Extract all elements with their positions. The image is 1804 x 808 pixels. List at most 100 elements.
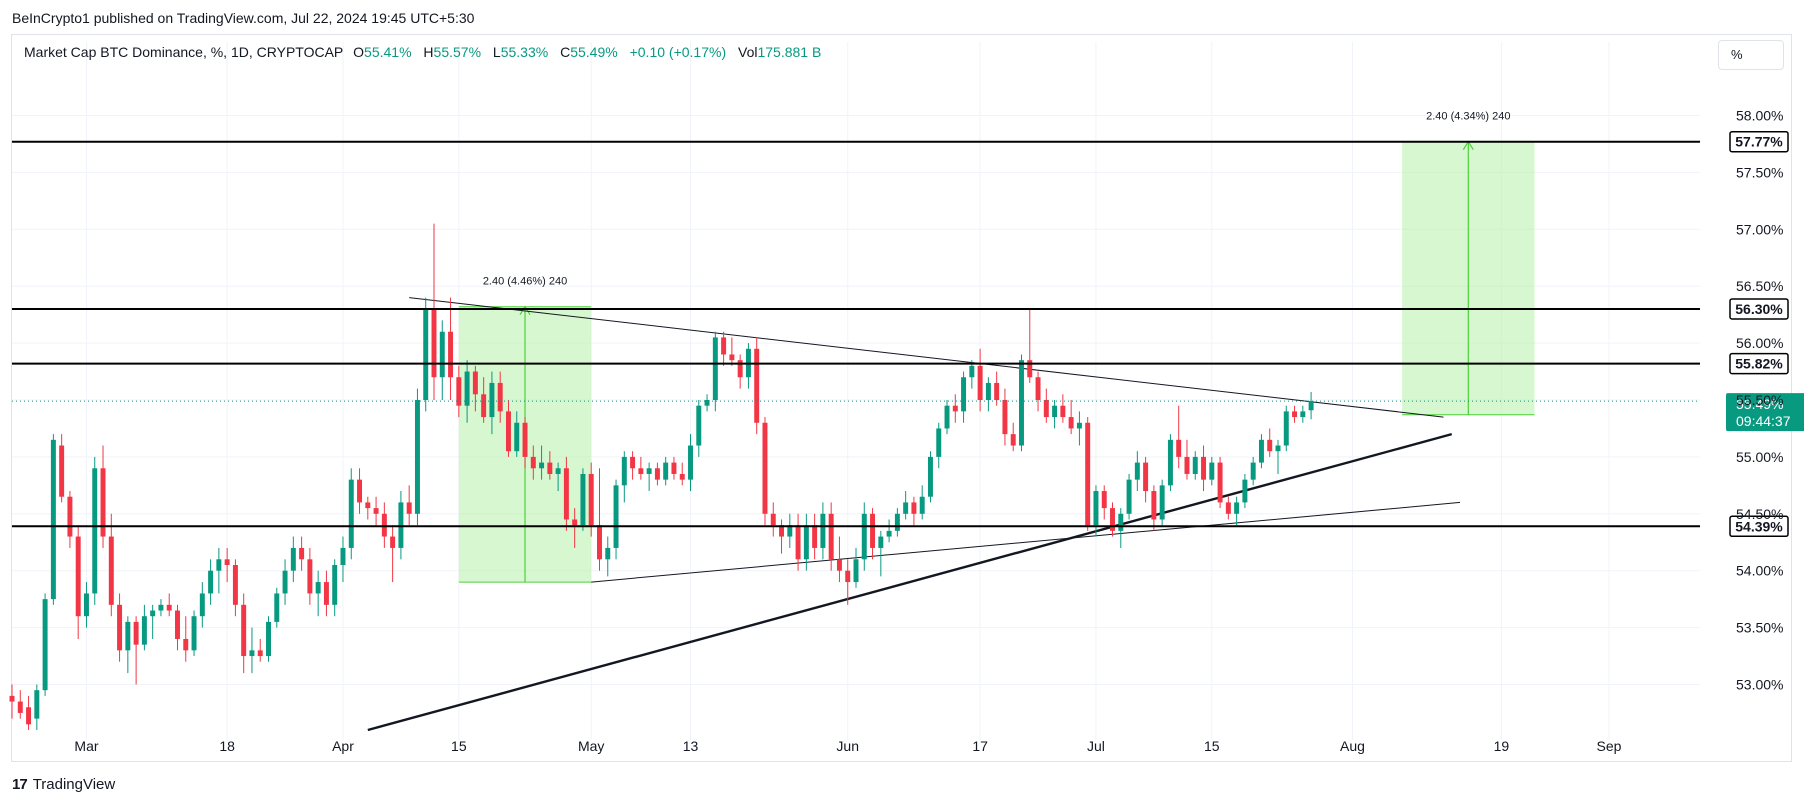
candles xyxy=(9,223,1314,730)
candle-body xyxy=(836,559,842,571)
open-value: 55.41% xyxy=(364,44,412,60)
candle-body xyxy=(522,422,528,457)
candle-body xyxy=(853,559,859,583)
candle-body xyxy=(448,331,454,378)
candle-body xyxy=(1019,360,1024,446)
candle-body xyxy=(878,536,884,548)
candle-body xyxy=(563,468,569,520)
trend-line xyxy=(367,432,1453,732)
candle-body xyxy=(621,456,627,486)
candle-body xyxy=(282,570,288,594)
y-tick-label: 53.50% xyxy=(1736,620,1783,636)
candle-body xyxy=(969,365,975,378)
candle-body xyxy=(1110,508,1115,531)
candle-body xyxy=(1043,400,1049,418)
volume-label: Vol xyxy=(738,44,758,60)
candle-body xyxy=(961,377,967,412)
candle-body xyxy=(729,354,735,361)
x-tick-label: 17 xyxy=(972,738,988,754)
candle-body xyxy=(886,530,892,537)
candle-body xyxy=(175,610,180,639)
candle-body xyxy=(530,456,536,469)
x-tick-label: 18 xyxy=(219,738,235,754)
candle-body xyxy=(414,400,420,514)
percent-scale-button[interactable]: % xyxy=(1718,40,1784,70)
candle-body xyxy=(67,496,73,537)
y-tick-label: 58.00% xyxy=(1736,108,1783,124)
measure-label: 2.40 (4.34%) 240 xyxy=(1426,111,1510,123)
candle-body xyxy=(191,616,197,651)
candle-body xyxy=(315,582,321,594)
tradingview-brand[interactable]: 17 TradingView xyxy=(12,776,115,793)
candle-body xyxy=(1035,377,1041,400)
candle-body xyxy=(828,513,834,560)
y-tick-label: 56.50% xyxy=(1736,278,1783,294)
candle-body xyxy=(92,468,98,594)
symbol-legend: Market Cap BTC Dominance, %, 1D, CRYPTOC… xyxy=(24,44,829,60)
symbol-name[interactable]: Market Cap BTC Dominance, %, 1D, CRYPTOC… xyxy=(24,44,344,60)
x-tick-label: Mar xyxy=(74,738,98,754)
candle-body xyxy=(332,565,338,605)
candle-body xyxy=(803,525,809,560)
candle-body xyxy=(1176,439,1182,457)
candle-body xyxy=(1085,422,1091,526)
candle-body xyxy=(654,468,660,480)
y-tick-label: 55.50% xyxy=(1736,392,1783,408)
candle-body xyxy=(696,405,702,446)
countdown-label: 09:44:37 xyxy=(1736,413,1791,429)
candle-body xyxy=(1068,417,1074,429)
trend-line xyxy=(409,297,1444,418)
candle-body xyxy=(431,308,437,378)
candle-body xyxy=(9,695,15,702)
candle-body xyxy=(141,616,147,645)
candle-body xyxy=(605,547,611,560)
high-value: 55.57% xyxy=(433,44,482,60)
candle-body xyxy=(323,582,329,605)
candle-body xyxy=(472,371,478,395)
level-label-box xyxy=(1729,515,1789,538)
candle-body xyxy=(903,502,909,514)
candle-body xyxy=(241,604,247,657)
volume-value: 175.881 B xyxy=(757,44,822,60)
candle-body xyxy=(927,456,933,497)
measure-label: 2.40 (4.46%) 240 xyxy=(483,276,567,288)
candle-body xyxy=(75,536,81,617)
candle-body xyxy=(630,456,636,469)
candle-body xyxy=(762,422,768,514)
candle-body xyxy=(721,337,727,355)
candle-body xyxy=(539,462,545,469)
candle-body xyxy=(613,485,619,548)
candle-body xyxy=(1126,479,1132,514)
candle-body xyxy=(133,621,139,645)
x-tick-label: 15 xyxy=(451,738,467,754)
candle-body xyxy=(1225,502,1231,514)
candle-body xyxy=(50,439,56,600)
candle-body xyxy=(704,400,710,406)
candle-body xyxy=(572,519,578,526)
candle-body xyxy=(770,513,776,526)
candle-body xyxy=(117,604,123,651)
change-value: +0.10 (+0.17%) xyxy=(629,44,727,60)
candle-body xyxy=(1201,456,1207,480)
open-label: O xyxy=(353,44,365,60)
candle-body xyxy=(1184,456,1190,474)
candle-body xyxy=(257,650,263,657)
candle-body xyxy=(870,513,876,548)
candle-body xyxy=(348,479,354,548)
candle-body xyxy=(1209,462,1215,480)
candle-body xyxy=(340,547,346,565)
candle-body xyxy=(497,382,503,412)
x-tick-label: Aug xyxy=(1340,738,1365,754)
x-tick-label: May xyxy=(578,738,604,754)
candle-body xyxy=(199,593,205,617)
candle-body xyxy=(1308,401,1314,411)
levels: 57.77% 56.30% 55.82% 54.39% 55.49%09:44:37 xyxy=(12,130,1804,538)
candle-body xyxy=(1167,439,1173,486)
y-tick-label: 56.00% xyxy=(1736,335,1783,351)
candle-body xyxy=(588,473,594,526)
candle-body xyxy=(59,445,65,497)
candle-body xyxy=(663,462,669,480)
candle-body xyxy=(1250,462,1256,480)
candle-body xyxy=(100,468,106,537)
